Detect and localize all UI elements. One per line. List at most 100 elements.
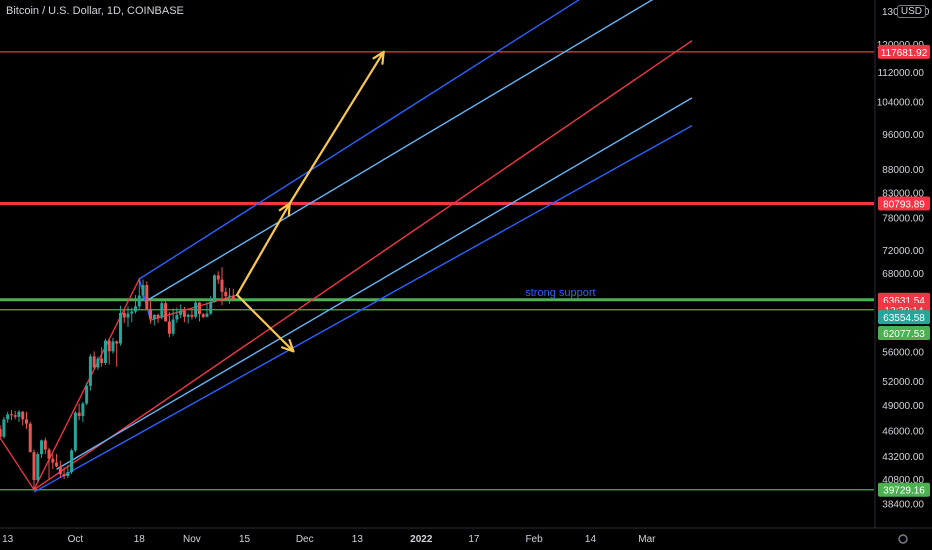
price-tick-label: 112000.00	[877, 68, 924, 79]
time-tick-label: Mar	[638, 534, 656, 545]
candle-body	[231, 295, 235, 300]
candle-body	[107, 340, 111, 352]
candle-body	[24, 419, 28, 424]
projection-arrow-head	[281, 338, 295, 353]
candle-body	[179, 310, 183, 315]
candle-body	[100, 358, 104, 364]
time-tick-label: 2022	[410, 534, 433, 545]
candle-body	[197, 302, 201, 315]
candle-body	[85, 385, 89, 404]
candle-body	[160, 303, 164, 318]
current-price-badge: 63631.54	[883, 296, 925, 307]
candle-body	[58, 466, 62, 475]
candle-body	[66, 472, 70, 477]
time-tick-label: 13	[352, 534, 364, 545]
candle-body	[40, 440, 44, 455]
candle-body	[21, 411, 25, 420]
candle-body	[182, 310, 186, 317]
time-tick-label: 17	[468, 534, 480, 545]
price-tick-label: 56000.00	[882, 347, 924, 358]
pitchfork-upper-inner-line	[146, 0, 654, 302]
price-tick-label: 83000.00	[882, 189, 924, 200]
candle-body	[126, 313, 130, 318]
pitchfork-lower-inner-line	[56, 97, 693, 470]
candle-body	[17, 411, 21, 417]
candle-body	[186, 314, 190, 317]
chart-title: Bitcoin / U.S. Dollar, 1D, COINBASE	[6, 5, 184, 17]
level-price-badge: 80793.89	[883, 200, 925, 211]
candle-body	[130, 311, 134, 314]
plot-area: strong support	[0, 0, 874, 493]
price-tick-label: 88000.00	[882, 165, 924, 176]
time-tick-label: 14	[585, 534, 597, 545]
level-price-badge: 39729.16	[883, 486, 925, 497]
candle-body	[47, 449, 51, 459]
candle-body	[209, 301, 213, 314]
candle-body	[167, 321, 171, 334]
candle-body	[201, 314, 205, 317]
projection-arrow	[235, 293, 295, 353]
current-price-badge-bg	[878, 326, 930, 341]
time-tick-label: Dec	[296, 534, 314, 545]
candle-body	[137, 295, 141, 307]
candle-body	[70, 450, 74, 473]
candle-body	[103, 340, 107, 364]
candle-body	[43, 440, 47, 450]
price-tick-label: 49000.00	[882, 401, 924, 412]
candle-body	[77, 412, 81, 416]
time-tick-label: 18	[134, 534, 146, 545]
projection-arrow-head	[372, 50, 385, 65]
candle-body	[156, 314, 160, 318]
pitchfork-lower-line	[33, 125, 693, 493]
price-tick-label: 46000.00	[882, 427, 924, 438]
current-price-badge: 63554.58	[883, 313, 925, 324]
candle-body	[190, 314, 194, 317]
candle-body	[220, 279, 224, 292]
gear-icon[interactable]	[898, 534, 908, 544]
candle-body	[9, 414, 13, 416]
pitchfork-upper-line	[138, 0, 580, 280]
current-price-badge: 62077.53	[883, 329, 925, 340]
candle-body	[88, 356, 92, 386]
time-tick-label: 13	[2, 534, 14, 545]
candle-body	[216, 275, 220, 280]
time-tick-label: 15	[239, 534, 251, 545]
price-tick-label: 40800.00	[882, 475, 924, 486]
candle-body	[6, 414, 10, 420]
level-price-badge-bg	[878, 482, 930, 497]
candle-body	[2, 419, 6, 437]
candle-body	[194, 302, 198, 317]
price-tick-label: 96000.00	[882, 130, 924, 141]
candle-body	[62, 474, 66, 477]
candle-body	[175, 314, 179, 320]
price-tick-label: 72000.00	[882, 246, 924, 257]
candle-body	[134, 306, 138, 312]
candle-body	[81, 403, 85, 416]
candle-body	[32, 452, 36, 480]
strong-support-annotation: strong support	[525, 287, 595, 299]
candle-body	[73, 412, 77, 451]
level-price-badge-bg	[878, 196, 930, 211]
currency-selector[interactable]: USD	[896, 5, 926, 18]
projection-arrow	[288, 50, 385, 205]
candle-body	[51, 458, 55, 463]
candle-body	[13, 415, 17, 417]
candle-body	[205, 313, 209, 317]
candle-body	[122, 312, 126, 318]
candle-body	[228, 295, 232, 297]
candle-body	[0, 428, 2, 437]
pitchfork-handle-line	[138, 278, 152, 321]
candle-body	[212, 275, 216, 302]
candle-body	[145, 285, 149, 309]
candle-body	[149, 308, 153, 319]
current-price-badge-bg	[878, 310, 930, 325]
time-tick-label: Feb	[525, 534, 543, 545]
candle-body	[111, 341, 115, 352]
price-tick-label: 78000.00	[882, 214, 924, 225]
candle-body	[141, 285, 145, 296]
candle-body	[164, 303, 168, 322]
candle-body	[92, 356, 96, 368]
pitchfork-median-line	[33, 40, 693, 491]
